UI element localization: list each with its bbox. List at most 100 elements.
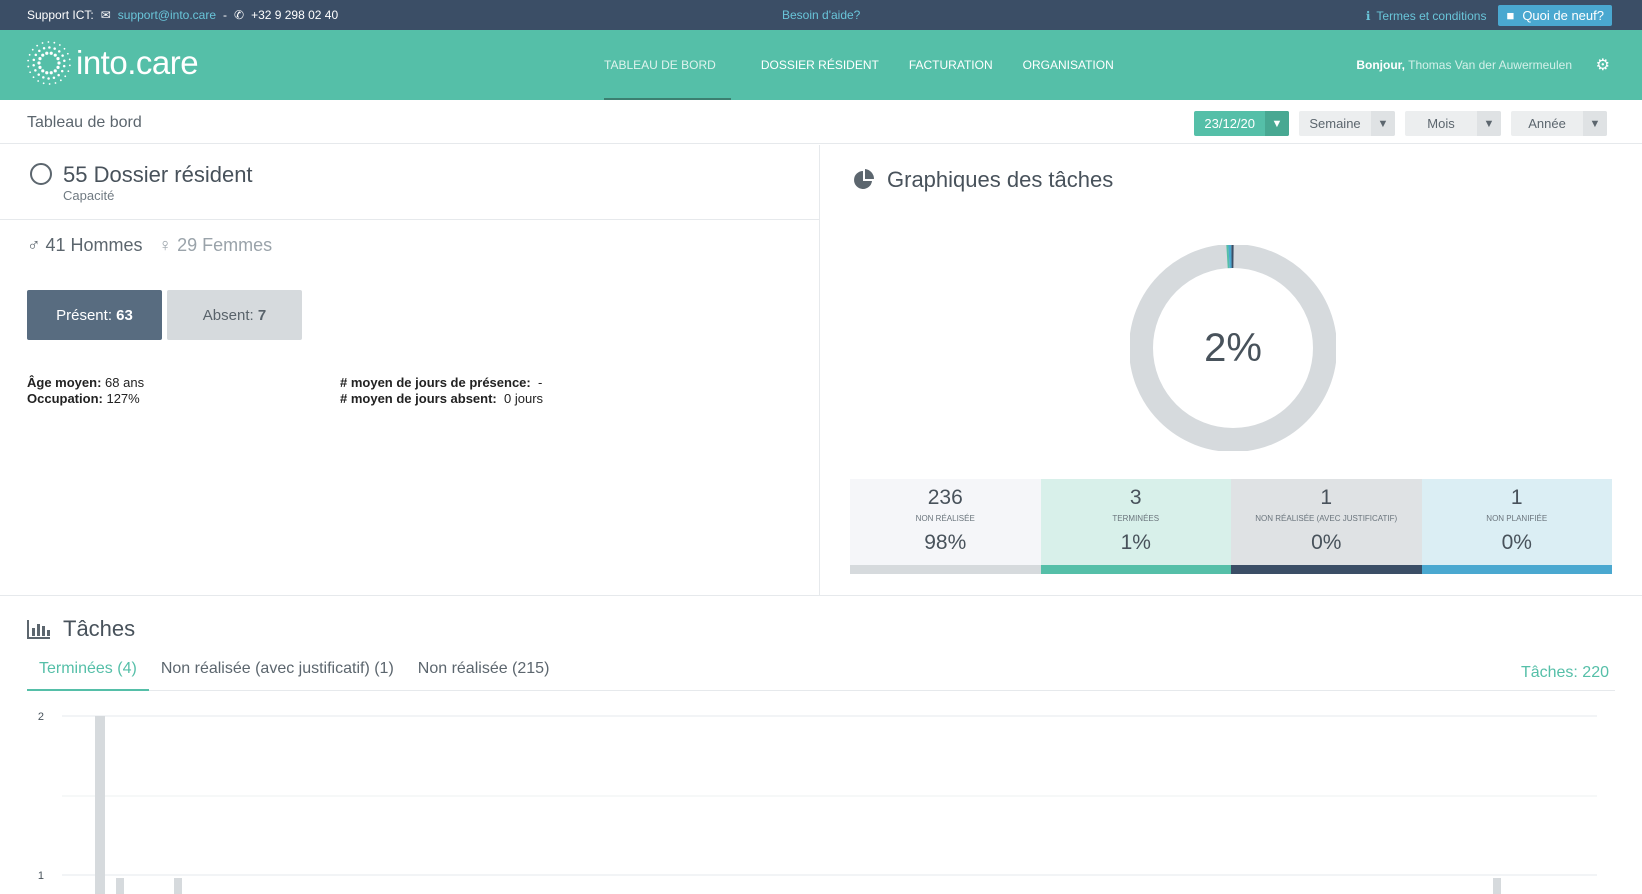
- occupation-label: Occupation:: [27, 391, 103, 406]
- greeting-label: Bonjour,: [1356, 58, 1405, 72]
- info-icon: ℹ: [1366, 9, 1371, 23]
- chevron-down-icon[interactable]: ▼: [1583, 111, 1607, 136]
- nav-dossier-resident[interactable]: DOSSIER RÉSIDENT: [746, 30, 894, 100]
- main-navbar: into.care TABLEAU DE BORD DOSSIER RÉSIDE…: [0, 30, 1642, 100]
- bar-chart-icon: [27, 619, 51, 639]
- support-email-link[interactable]: support@into.care: [118, 8, 216, 22]
- logo-dot: [47, 77, 50, 80]
- pie-chart-icon: [853, 169, 875, 191]
- year-select[interactable]: Année ▼: [1511, 111, 1607, 136]
- absent-button[interactable]: Absent: 7: [167, 290, 302, 340]
- terms-link[interactable]: ℹ Termes et conditions: [1366, 9, 1487, 23]
- logo-dot: [57, 74, 60, 77]
- task-graph-header: Graphiques des tâches: [853, 167, 1113, 193]
- men-count: ♂ 41 Hommes: [27, 235, 143, 256]
- logo-dot: [69, 59, 71, 61]
- logo-dot: [54, 69, 57, 72]
- tile-terminees[interactable]: 3 Terminées 1%: [1041, 479, 1232, 574]
- period-filters: 23/12/20 ▼ Semaine ▼ Mois ▼ Année ▼: [1194, 111, 1607, 136]
- tile-non-planifiee[interactable]: 1 Non planifiée 0%: [1422, 479, 1613, 574]
- chevron-down-icon[interactable]: ▼: [1265, 111, 1289, 136]
- tile-number: 236: [850, 479, 1041, 510]
- date-picker[interactable]: 23/12/20 ▼: [1194, 111, 1289, 136]
- avg-absence-label: # moyen de jours absent:: [340, 391, 497, 406]
- tile-number: 3: [1041, 479, 1232, 510]
- gear-icon[interactable]: ⚙: [1596, 55, 1610, 75]
- tile-percent: 0%: [1422, 531, 1613, 555]
- tab-non-realisee[interactable]: Non réalisée (215): [406, 648, 562, 691]
- page-title: Tableau de bord: [27, 114, 142, 132]
- residents-panel: 55 Dossier résident Capacité ♂ 41 Hommes…: [0, 145, 820, 595]
- logo-dot: [67, 70, 69, 72]
- logo-dot: [53, 47, 56, 50]
- women-count: ♀ 29 Femmes: [159, 235, 273, 256]
- present-label: Présent:: [56, 307, 112, 324]
- tasks-bar-chart: 21: [27, 704, 1617, 894]
- terms-label: Termes et conditions: [1376, 9, 1486, 23]
- logo-dot: [63, 59, 66, 62]
- logo-dot: [48, 41, 50, 43]
- tab-terminees[interactable]: Terminées (4): [27, 648, 149, 691]
- tile-non-realisee[interactable]: 236 Non réalisée 98%: [850, 479, 1041, 574]
- male-icon: ♂: [27, 235, 41, 255]
- tab-non-realisee-justificatif[interactable]: Non réalisée (avec justificatif) (1): [149, 648, 406, 691]
- tile-label: Non réalisée: [850, 514, 1041, 523]
- phone-icon: ✆: [234, 8, 244, 22]
- logo-text: into.care: [76, 44, 198, 82]
- tile-color-bar: [850, 565, 1041, 574]
- envelope-icon: ✉: [101, 8, 111, 22]
- women-label: 29 Femmes: [177, 235, 272, 255]
- user-name[interactable]: Thomas Van der Auwermeulen: [1408, 58, 1572, 72]
- logo-dot: [33, 59, 36, 62]
- logo-dot: [57, 61, 60, 64]
- logo-dot: [29, 54, 31, 56]
- support-label: Support ICT:: [27, 8, 94, 22]
- logo-dot: [38, 66, 41, 69]
- logo-dot: [27, 66, 29, 68]
- tile-label: Non planifiée: [1422, 514, 1613, 523]
- tile-number: 1: [1422, 479, 1613, 510]
- present-value: 63: [116, 307, 133, 324]
- chart-bar[interactable]: [95, 716, 105, 894]
- chevron-down-icon[interactable]: ▼: [1371, 111, 1395, 136]
- tile-label: Non réalisée (avec justificatif): [1231, 514, 1422, 523]
- y-tick-label: 2: [38, 711, 44, 723]
- logo-dot: [43, 47, 46, 50]
- logo-sun-icon: [26, 40, 72, 86]
- tasks-header: Tâches: [27, 616, 135, 642]
- absent-label: Absent:: [203, 307, 254, 324]
- present-button[interactable]: Présent: 63: [27, 290, 162, 340]
- logo-dot: [41, 54, 44, 57]
- logo-dot: [32, 49, 34, 51]
- logo-dot: [33, 76, 35, 78]
- logo-dot: [59, 44, 61, 46]
- tile-label: Terminées: [1041, 514, 1232, 523]
- nav-tableau-de-bord[interactable]: TABLEAU DE BORD: [604, 30, 731, 100]
- logo-dot: [37, 73, 40, 76]
- logo-dot: [53, 76, 56, 79]
- logo-dot: [45, 52, 48, 55]
- logo-dot: [37, 61, 40, 64]
- whats-new-button[interactable]: ■ Quoi de neuf?: [1498, 5, 1612, 26]
- logo[interactable]: into.care: [26, 40, 198, 86]
- support-contact: Support ICT: ✉ support@into.care - ✆ +32…: [27, 8, 338, 22]
- month-select[interactable]: Mois ▼: [1405, 111, 1501, 136]
- logo-dot: [49, 83, 51, 85]
- help-link[interactable]: Besoin d'aide?: [782, 8, 860, 22]
- donut-center-label: 2%: [1130, 245, 1336, 451]
- tile-number: 1: [1231, 479, 1422, 510]
- tasks-tabs: Terminées (4) Non réalisée (avec justifi…: [27, 648, 1615, 691]
- tile-non-realisee-justificatif[interactable]: 1 Non réalisée (avec justificatif) 0%: [1231, 479, 1422, 574]
- logo-dot: [41, 69, 44, 72]
- logo-dot: [45, 71, 48, 74]
- logo-dot: [50, 52, 53, 55]
- week-select[interactable]: Semaine ▼: [1299, 111, 1395, 136]
- nav-facturation[interactable]: FACTURATION: [894, 30, 1008, 100]
- tasks-title: Tâches: [63, 616, 135, 642]
- chevron-down-icon[interactable]: ▼: [1477, 111, 1501, 136]
- logo-dot: [61, 54, 64, 57]
- task-donut-chart: 2%: [1130, 245, 1336, 451]
- nav-organisation[interactable]: ORGANISATION: [1008, 30, 1129, 100]
- gift-icon: ■: [1506, 8, 1514, 23]
- residents-subtitle: Capacité: [63, 188, 114, 203]
